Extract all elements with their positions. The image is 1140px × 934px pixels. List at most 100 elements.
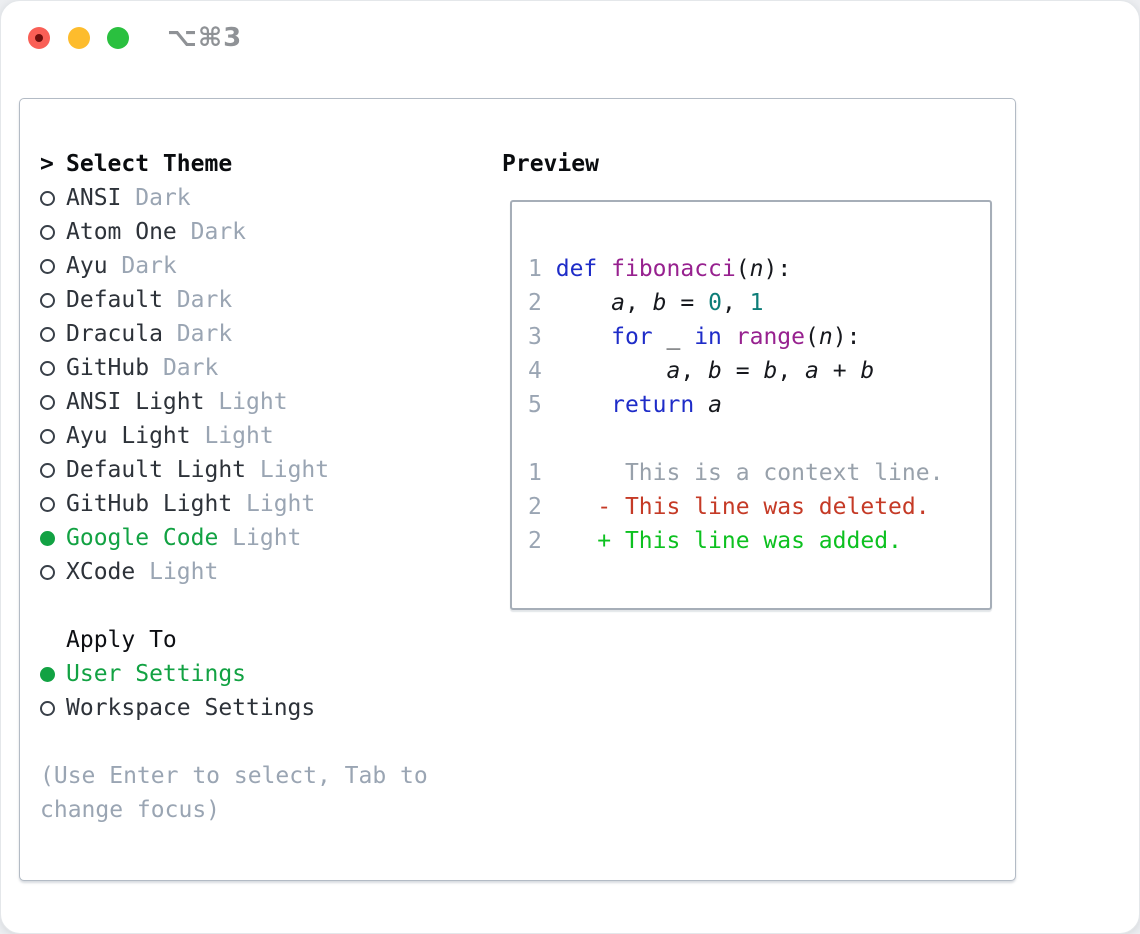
- code-line: [528, 422, 978, 456]
- code-token-plain: ,: [680, 358, 709, 384]
- help-text: (Use Enter to select, Tab to change focu…: [40, 763, 442, 823]
- theme-item-github[interactable]: GitHub Dark: [40, 351, 480, 385]
- select-theme-title: Select Theme: [66, 151, 233, 177]
- code-token-variable: a: [611, 290, 625, 316]
- theme-name: Atom One: [66, 219, 191, 245]
- radio-marker: [40, 564, 55, 580]
- theme-item-ayu-light[interactable]: Ayu Light Light: [40, 419, 480, 453]
- theme-tag: Dark: [135, 185, 191, 211]
- radio-marker: [40, 428, 55, 444]
- code-token-variable: b: [763, 358, 778, 384]
- theme-item-dracula[interactable]: Dracula Dark: [40, 317, 480, 351]
- code-token-plain: [542, 494, 597, 520]
- theme-picker-panel: > Select Theme ANSI Dark Atom One Dark A…: [19, 98, 1016, 881]
- theme-item-atom-one[interactable]: Atom One Dark: [40, 215, 480, 249]
- code-token-function: range: [735, 324, 806, 350]
- code-token-plain: [722, 324, 736, 350]
- code-token-number: 1: [749, 290, 764, 316]
- theme-item-google-code[interactable]: Google Code Light: [40, 521, 480, 555]
- code-token-keyword: in: [694, 324, 722, 350]
- code-token-deleted: - This line was deleted.: [597, 494, 930, 520]
- code-token-lineno: 2: [528, 528, 542, 554]
- code-token-plain: _: [652, 324, 695, 350]
- select-theme-header: > Select Theme: [40, 147, 480, 181]
- theme-name: GitHub Light: [66, 491, 247, 517]
- title-bar: ⌥⌘3: [1, 1, 1139, 73]
- code-token-lineno: 2: [528, 494, 542, 520]
- code-token-plain: ,: [721, 290, 750, 316]
- theme-item-default[interactable]: Default Dark: [40, 283, 480, 317]
- theme-item-default-light[interactable]: Default Light Light: [40, 453, 480, 487]
- theme-item-ayu[interactable]: Ayu Dark: [40, 249, 480, 283]
- code-line: 3 for _ in range(n):: [528, 320, 978, 354]
- code-token-plain: [694, 392, 708, 418]
- theme-name: Default Light: [66, 457, 260, 483]
- theme-name: Dracula: [66, 321, 177, 347]
- code-token-lineno: 4: [528, 358, 542, 384]
- theme-item-ansi[interactable]: ANSI Dark: [40, 181, 480, 215]
- apply-option-label: Workspace Settings: [66, 695, 316, 721]
- code-token-plain: ):: [832, 324, 861, 350]
- apply-option-user-settings[interactable]: User Settings: [40, 657, 480, 691]
- apply-option-workspace-settings[interactable]: Workspace Settings: [40, 691, 480, 725]
- theme-name: GitHub: [66, 355, 163, 381]
- code-token-added: + This line was added.: [597, 528, 902, 554]
- code-token-variable: n: [818, 324, 833, 350]
- theme-tag: Dark: [176, 321, 233, 347]
- window-title: ⌥⌘3: [167, 23, 243, 53]
- close-button[interactable]: [28, 27, 50, 49]
- theme-name: Default: [66, 287, 177, 313]
- radio-marker: [40, 224, 55, 240]
- theme-tag: Dark: [190, 219, 247, 245]
- prompt-caret: >: [40, 151, 54, 177]
- code-token-function: fibonacci: [611, 256, 736, 282]
- spacer: [40, 589, 480, 623]
- code-token-plain: +: [818, 358, 861, 384]
- code-token-variable: a: [666, 358, 681, 384]
- apply-to-list: User Settings Workspace Settings: [40, 657, 480, 725]
- code-token-plain: ):: [763, 256, 792, 282]
- code-token-lineno: 3: [528, 324, 542, 350]
- code-token-plain: =: [721, 358, 764, 384]
- theme-name: Ayu Light: [66, 423, 205, 449]
- code-token-lineno: 1: [528, 256, 542, 282]
- radio-marker: [40, 530, 55, 546]
- theme-item-ansi-light[interactable]: ANSI Light Light: [40, 385, 480, 419]
- minimize-button[interactable]: [68, 27, 90, 49]
- theme-name: ANSI Light: [66, 389, 219, 415]
- code-token-plain: (: [805, 324, 819, 350]
- theme-name: Google Code: [66, 525, 233, 551]
- code-token-plain: [597, 256, 611, 282]
- theme-item-xcode[interactable]: XCode Light: [40, 555, 480, 589]
- code-line: 2 + This line was added.: [528, 524, 978, 558]
- code-line: 2 a, b = 0, 1: [528, 286, 978, 320]
- radio-marker: [40, 666, 55, 682]
- radio-marker: [40, 258, 55, 274]
- code-token-keyword: return: [611, 392, 695, 418]
- code-token-plain: [542, 358, 667, 384]
- theme-item-github-light[interactable]: GitHub Light Light: [40, 487, 480, 521]
- radio-marker: [40, 190, 55, 206]
- radio-marker: [40, 360, 55, 376]
- code-token-plain: [542, 528, 597, 554]
- left-column: > Select Theme ANSI Dark Atom One Dark A…: [40, 147, 480, 827]
- zoom-button[interactable]: [107, 27, 129, 49]
- code-token-variable: b: [708, 358, 722, 384]
- radio-marker: [40, 394, 55, 410]
- code-token-plain: (: [735, 256, 750, 282]
- code-token-number: 0: [708, 290, 722, 316]
- theme-tag: Light: [259, 457, 330, 483]
- code-token-keyword: def: [555, 256, 598, 282]
- code-token-lineno: 5: [528, 392, 542, 418]
- code-line: 5 return a: [528, 388, 978, 422]
- radio-marker: [40, 462, 55, 478]
- code-token-variable: a: [708, 392, 722, 418]
- radio-marker: [40, 326, 55, 342]
- code-token-variable: b: [860, 358, 875, 384]
- code-line: 1 def fibonacci(n):: [528, 252, 978, 286]
- code-token-plain: [542, 256, 556, 282]
- code-token-plain: [542, 324, 611, 350]
